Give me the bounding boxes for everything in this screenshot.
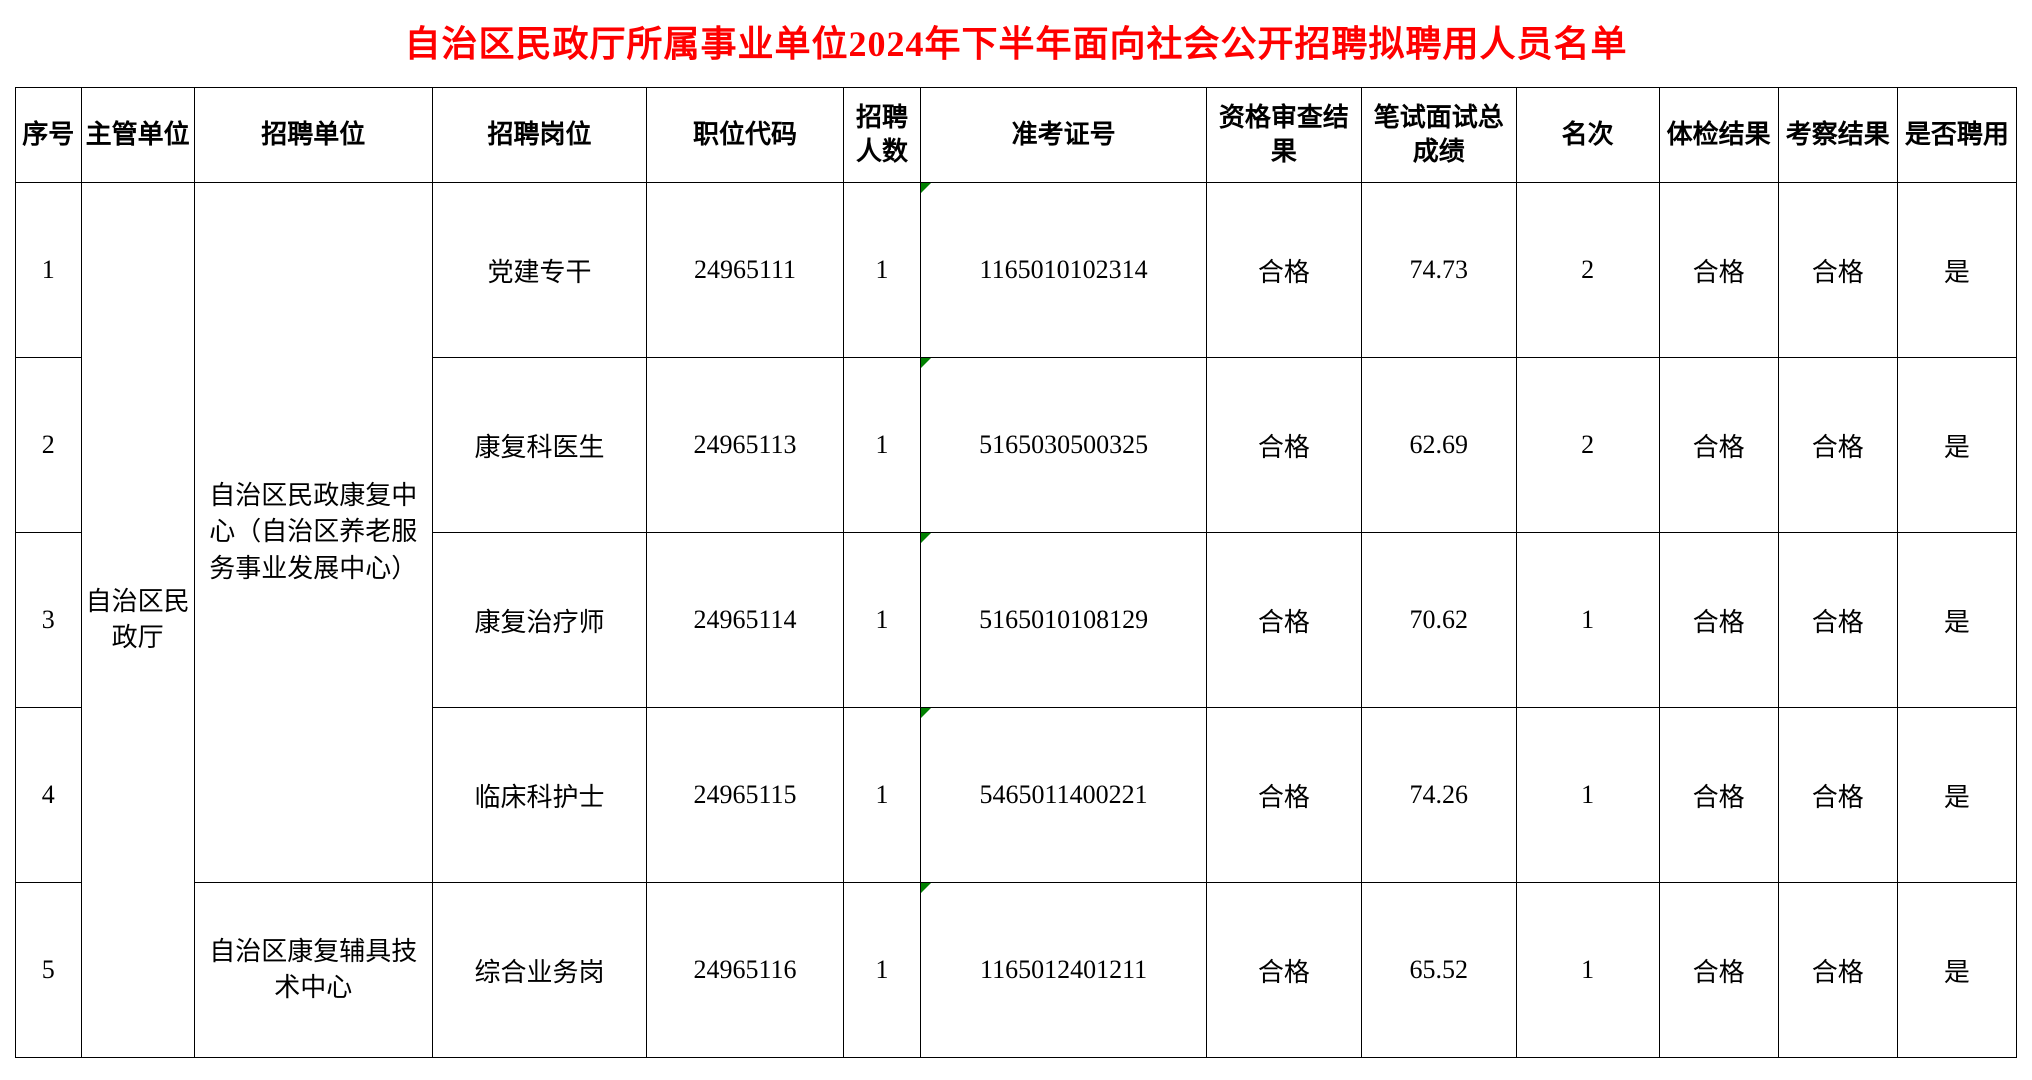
header-score: 笔试面试总成绩 <box>1361 88 1516 183</box>
table-row: 1 自治区民政厅 自治区民政康复中心（自治区养老服务事业发展中心） 党建专干 2… <box>16 183 2017 358</box>
cell-exam: 5165030500325 <box>921 358 1207 533</box>
cell-score: 62.69 <box>1361 358 1516 533</box>
cell-unit-2: 自治区康复辅具技术中心 <box>194 883 432 1058</box>
cell-code: 24965116 <box>647 883 844 1058</box>
cell-position: 康复科医生 <box>432 358 646 533</box>
cell-score: 65.52 <box>1361 883 1516 1058</box>
cell-code: 24965115 <box>647 708 844 883</box>
cell-position: 党建专干 <box>432 183 646 358</box>
cell-physical: 合格 <box>1659 708 1778 883</box>
table-row: 5 自治区康复辅具技术中心 综合业务岗 24965116 1 116501240… <box>16 883 2017 1058</box>
cell-count: 1 <box>843 183 920 358</box>
page-title: 自治区民政厅所属事业单位2024年下半年面向社会公开招聘拟聘用人员名单 <box>15 15 2017 67</box>
cell-qual: 合格 <box>1207 708 1362 883</box>
cell-exam: 1165010102314 <box>921 183 1207 358</box>
cell-inspect: 合格 <box>1778 358 1897 533</box>
cell-hire: 是 <box>1897 533 2016 708</box>
cell-code: 24965111 <box>647 183 844 358</box>
header-count: 招聘人数 <box>843 88 920 183</box>
header-code: 职位代码 <box>647 88 844 183</box>
cell-seq: 1 <box>16 183 82 358</box>
cell-count: 1 <box>843 883 920 1058</box>
header-physical: 体检结果 <box>1659 88 1778 183</box>
cell-count: 1 <box>843 533 920 708</box>
cell-dept-merged: 自治区民政厅 <box>81 183 194 1058</box>
cell-qual: 合格 <box>1207 883 1362 1058</box>
cell-seq: 3 <box>16 533 82 708</box>
header-qual: 资格审查结果 <box>1207 88 1362 183</box>
cell-rank: 1 <box>1516 708 1659 883</box>
cell-exam: 5165010108129 <box>921 533 1207 708</box>
cell-count: 1 <box>843 358 920 533</box>
cell-code: 24965114 <box>647 533 844 708</box>
header-unit: 招聘单位 <box>194 88 432 183</box>
header-rank: 名次 <box>1516 88 1659 183</box>
cell-qual: 合格 <box>1207 183 1362 358</box>
cell-inspect: 合格 <box>1778 533 1897 708</box>
cell-inspect: 合格 <box>1778 708 1897 883</box>
header-dept: 主管单位 <box>81 88 194 183</box>
header-exam: 准考证号 <box>921 88 1207 183</box>
cell-inspect: 合格 <box>1778 183 1897 358</box>
cell-score: 74.73 <box>1361 183 1516 358</box>
header-inspect: 考察结果 <box>1778 88 1897 183</box>
cell-position: 临床科护士 <box>432 708 646 883</box>
cell-score: 74.26 <box>1361 708 1516 883</box>
cell-position: 康复治疗师 <box>432 533 646 708</box>
table-header-row: 序号 主管单位 招聘单位 招聘岗位 职位代码 招聘人数 准考证号 资格审查结果 … <box>16 88 2017 183</box>
cell-score: 70.62 <box>1361 533 1516 708</box>
cell-exam: 1165012401211 <box>921 883 1207 1058</box>
cell-rank: 1 <box>1516 883 1659 1058</box>
cell-seq: 5 <box>16 883 82 1058</box>
cell-hire: 是 <box>1897 708 2016 883</box>
header-position: 招聘岗位 <box>432 88 646 183</box>
cell-hire: 是 <box>1897 358 2016 533</box>
cell-seq: 4 <box>16 708 82 883</box>
cell-hire: 是 <box>1897 883 2016 1058</box>
recruitment-table: 序号 主管单位 招聘单位 招聘岗位 职位代码 招聘人数 准考证号 资格审查结果 … <box>15 87 2017 1058</box>
header-seq: 序号 <box>16 88 82 183</box>
cell-rank: 1 <box>1516 533 1659 708</box>
cell-physical: 合格 <box>1659 533 1778 708</box>
cell-seq: 2 <box>16 358 82 533</box>
cell-physical: 合格 <box>1659 183 1778 358</box>
cell-qual: 合格 <box>1207 533 1362 708</box>
cell-hire: 是 <box>1897 183 2016 358</box>
cell-exam: 5465011400221 <box>921 708 1207 883</box>
cell-count: 1 <box>843 708 920 883</box>
cell-physical: 合格 <box>1659 883 1778 1058</box>
cell-position: 综合业务岗 <box>432 883 646 1058</box>
cell-code: 24965113 <box>647 358 844 533</box>
cell-rank: 2 <box>1516 183 1659 358</box>
cell-unit-merged-1: 自治区民政康复中心（自治区养老服务事业发展中心） <box>194 183 432 883</box>
cell-inspect: 合格 <box>1778 883 1897 1058</box>
cell-rank: 2 <box>1516 358 1659 533</box>
cell-qual: 合格 <box>1207 358 1362 533</box>
header-hire: 是否聘用 <box>1897 88 2016 183</box>
cell-physical: 合格 <box>1659 358 1778 533</box>
